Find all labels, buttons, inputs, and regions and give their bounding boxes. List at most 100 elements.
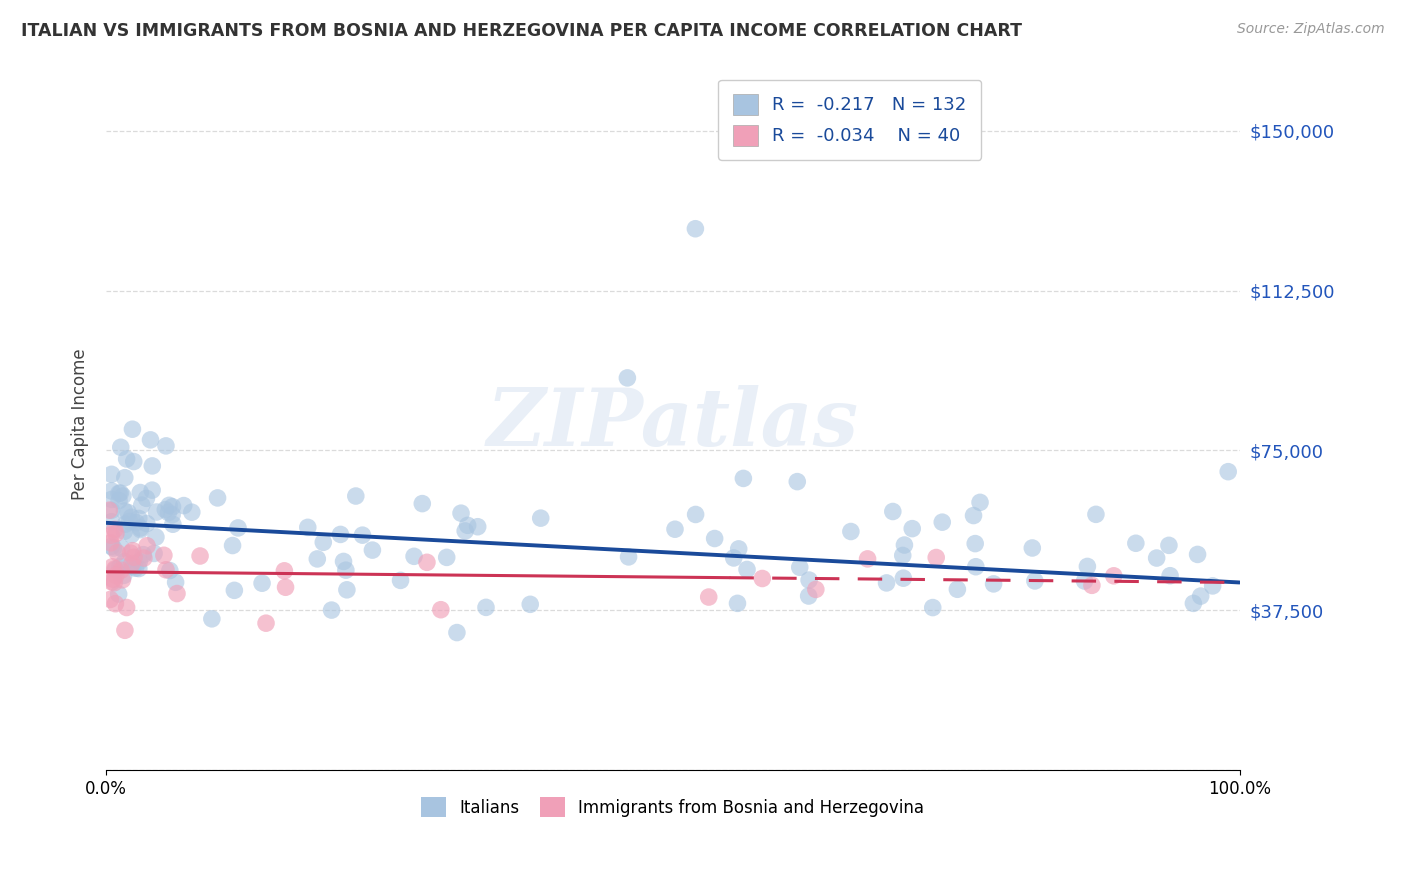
Point: [361, 543, 384, 558]
Point: [797, 573, 820, 587]
Point: [100, 467, 122, 482]
Point: [797, 589, 820, 603]
Point: [131, 498, 153, 512]
Point: [1076, 559, 1098, 574]
Point: [122, 454, 145, 468]
Point: [962, 508, 984, 523]
Point: [352, 528, 374, 542]
Point: [697, 590, 720, 604]
Point: [160, 508, 183, 522]
Point: [100, 536, 122, 550]
Point: [1146, 551, 1168, 566]
Point: [112, 524, 135, 539]
Point: [100, 515, 122, 529]
Point: [321, 603, 343, 617]
Point: [100, 528, 122, 542]
Point: [921, 600, 943, 615]
Point: [723, 550, 745, 565]
Point: [530, 511, 553, 525]
Point: [1157, 538, 1180, 552]
Point: [839, 524, 862, 539]
Point: [118, 515, 141, 529]
Point: [101, 574, 124, 589]
Point: [925, 550, 948, 565]
Point: [125, 516, 148, 530]
Point: [457, 518, 479, 533]
Point: [121, 559, 143, 574]
Point: [108, 559, 131, 574]
Point: [931, 515, 953, 529]
Point: [104, 597, 127, 611]
Point: [122, 550, 145, 565]
Y-axis label: Per Capita Income: Per Capita Income: [72, 348, 89, 500]
Point: [98, 503, 121, 517]
Point: [104, 526, 127, 541]
Point: [969, 495, 991, 509]
Point: [132, 548, 155, 562]
Point: [112, 568, 135, 582]
Point: [141, 483, 163, 497]
Point: [124, 561, 146, 575]
Point: [274, 580, 297, 594]
Point: [402, 549, 425, 564]
Point: [115, 452, 138, 467]
Point: [735, 562, 758, 576]
Point: [153, 549, 176, 563]
Point: [1189, 589, 1212, 603]
Text: Source: ZipAtlas.com: Source: ZipAtlas.com: [1237, 22, 1385, 37]
Point: [901, 522, 924, 536]
Point: [685, 221, 707, 235]
Point: [436, 550, 458, 565]
Point: [155, 439, 177, 453]
Point: [145, 530, 167, 544]
Point: [162, 500, 184, 514]
Point: [108, 486, 131, 500]
Point: [107, 587, 129, 601]
Point: [141, 458, 163, 473]
Point: [117, 506, 139, 520]
Point: [297, 520, 319, 534]
Point: [159, 564, 181, 578]
Point: [139, 433, 162, 447]
Point: [162, 517, 184, 532]
Text: ITALIAN VS IMMIGRANTS FROM BOSNIA AND HERZEGOVINA PER CAPITA INCOME CORRELATION : ITALIAN VS IMMIGRANTS FROM BOSNIA AND HE…: [21, 22, 1022, 40]
Point: [104, 523, 127, 537]
Point: [114, 624, 136, 638]
Point: [450, 506, 472, 520]
Text: ZIPatlas: ZIPatlas: [486, 385, 859, 462]
Point: [110, 563, 132, 577]
Point: [120, 546, 142, 560]
Point: [128, 561, 150, 575]
Point: [1159, 568, 1181, 582]
Point: [664, 522, 686, 536]
Point: [121, 543, 143, 558]
Point: [157, 506, 180, 520]
Legend: Italians, Immigrants from Bosnia and Herzegovina: Italians, Immigrants from Bosnia and Her…: [415, 790, 931, 824]
Point: [111, 573, 134, 587]
Point: [135, 491, 157, 506]
Point: [143, 546, 166, 560]
Point: [616, 371, 638, 385]
Point: [1102, 569, 1125, 583]
Point: [965, 559, 987, 574]
Point: [882, 504, 904, 518]
Point: [207, 491, 229, 505]
Point: [1201, 579, 1223, 593]
Point: [101, 559, 124, 574]
Point: [893, 571, 915, 585]
Point: [965, 536, 987, 550]
Point: [804, 582, 827, 597]
Point: [1182, 596, 1205, 610]
Point: [166, 586, 188, 600]
Point: [312, 535, 335, 549]
Point: [155, 563, 177, 577]
Point: [155, 502, 177, 516]
Point: [128, 511, 150, 525]
Point: [727, 541, 749, 556]
Point: [307, 552, 329, 566]
Point: [254, 616, 277, 631]
Point: [329, 527, 352, 541]
Point: [103, 541, 125, 555]
Point: [617, 549, 640, 564]
Point: [876, 575, 898, 590]
